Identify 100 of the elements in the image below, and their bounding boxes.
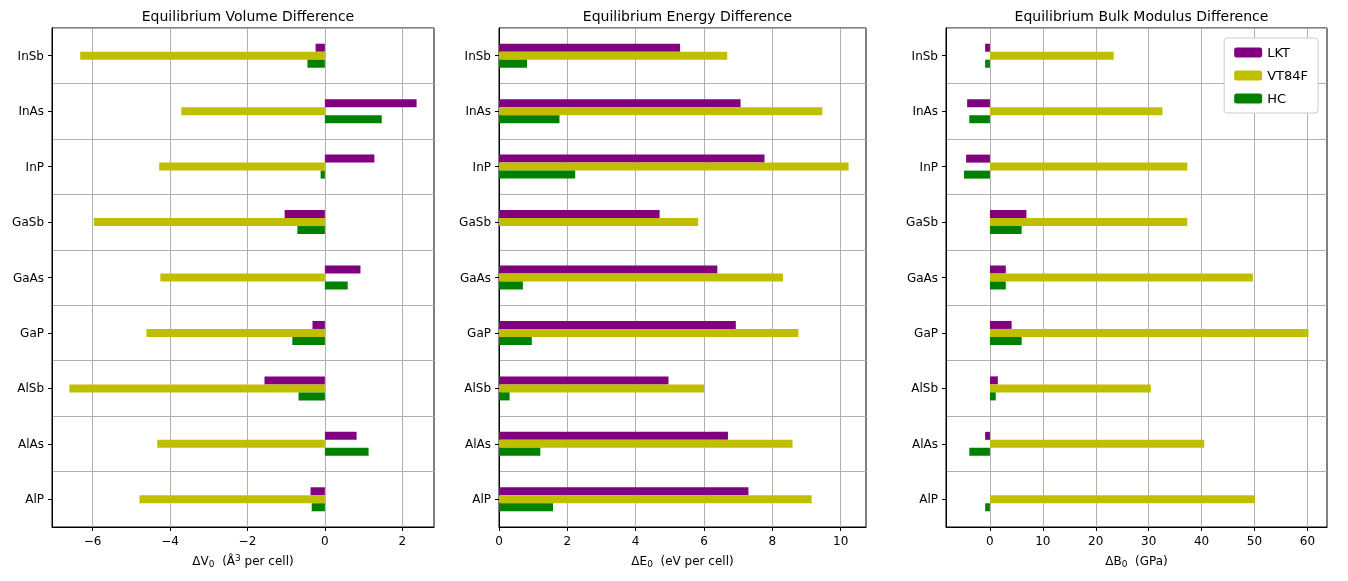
y-tick-label: InSb [17,48,44,63]
y-tick-label: GaAs [906,270,938,285]
bar [324,431,357,440]
bar [499,154,765,163]
bar [499,281,523,290]
bar [989,226,1022,235]
x-tick-label: 8 [768,534,777,548]
x-tick-label: 10 [833,534,849,548]
bar [157,439,325,448]
bar [985,431,990,440]
bar [499,218,699,227]
bar [499,336,532,345]
bar [969,115,990,124]
bar [324,115,382,124]
chart-title: Equilibrium Bulk Modulus Difference [1014,8,1269,24]
bar [181,107,325,116]
bar [264,376,325,385]
y-tick-label: GaSb [459,215,491,230]
x-tick-label: 2 [563,534,572,548]
y-tick-label: AlAs [464,436,491,451]
y-tick-label: AlSb [17,381,44,396]
x-tick-label: 0 [986,534,994,548]
bar [989,384,1151,393]
bar [499,384,705,393]
y-tick-label: InAs [912,104,938,119]
bar [292,336,325,345]
bar [146,328,325,337]
y-tick-label: GaP [914,325,938,340]
chart-title: Equilibrium Volume Difference [141,8,355,24]
bar [312,320,325,329]
y-tick-label: GaP [467,325,491,340]
bar [499,431,728,440]
x-tick-label: 40 [1193,534,1210,548]
bar [989,376,998,385]
bar [989,107,1163,116]
bar [989,51,1114,60]
y-tick-label: AlP [472,492,491,507]
bar [989,495,1256,504]
y-tick-label: GaAs [12,270,44,285]
bar [499,495,812,504]
bar [499,115,560,124]
y-tick-label: AlP [919,492,938,507]
bar [297,226,325,235]
y-tick-label: GaSb [12,215,44,230]
bar [324,99,417,108]
bar [499,43,681,52]
bar [989,328,1309,337]
x-tick-label: 6 [700,534,708,548]
x-tick-label: 60 [1299,534,1316,548]
bar [499,107,823,116]
bar [499,392,510,401]
bar [499,320,736,329]
x-tick-label: 4 [631,534,640,548]
bar [160,273,325,282]
bar [963,170,990,179]
bar [989,218,1188,227]
bar [499,265,718,274]
x-tick-label: 0 [321,534,329,548]
x-tick-label: −6 [83,534,102,548]
y-tick-label: GaP [20,325,44,340]
chart-title: Equilibrium Energy Difference [582,8,793,24]
legend-label: LKT [1267,45,1290,60]
x-tick-label: −2 [238,534,257,548]
x-tick-label: 10 [1035,534,1051,548]
bar [989,281,1006,290]
bar [307,59,325,68]
bar [989,265,1006,274]
bar [310,487,325,496]
bar [324,265,361,274]
bar [985,43,990,52]
bar [985,59,990,68]
y-tick-label: InP [25,159,44,174]
bar [989,439,1205,448]
legend-label: VT84F [1267,68,1309,83]
bar [324,281,348,290]
y-tick-label: AlAs [17,436,44,451]
bar [499,162,849,171]
bar [93,218,325,227]
y-tick-label: AlSb [911,381,938,396]
x-tick-label: 50 [1246,534,1263,548]
x-tick-label: 20 [1088,534,1104,548]
bar [298,392,325,401]
bar [159,162,325,171]
bar [499,376,669,385]
bar [966,154,990,163]
bar [499,328,799,337]
bar [989,320,1012,329]
bar [989,273,1253,282]
x-tick-label: −4 [161,534,179,548]
bar [969,447,990,456]
bar [320,170,325,179]
y-tick-label: InAs [465,104,491,119]
bar [499,273,783,282]
bar [499,447,541,456]
y-tick-label: InSb [911,48,938,63]
y-tick-label: InP [919,159,938,174]
y-tick-label: AlAs [911,436,938,451]
bar [989,162,1188,171]
bar [499,51,728,60]
bar [499,210,660,219]
